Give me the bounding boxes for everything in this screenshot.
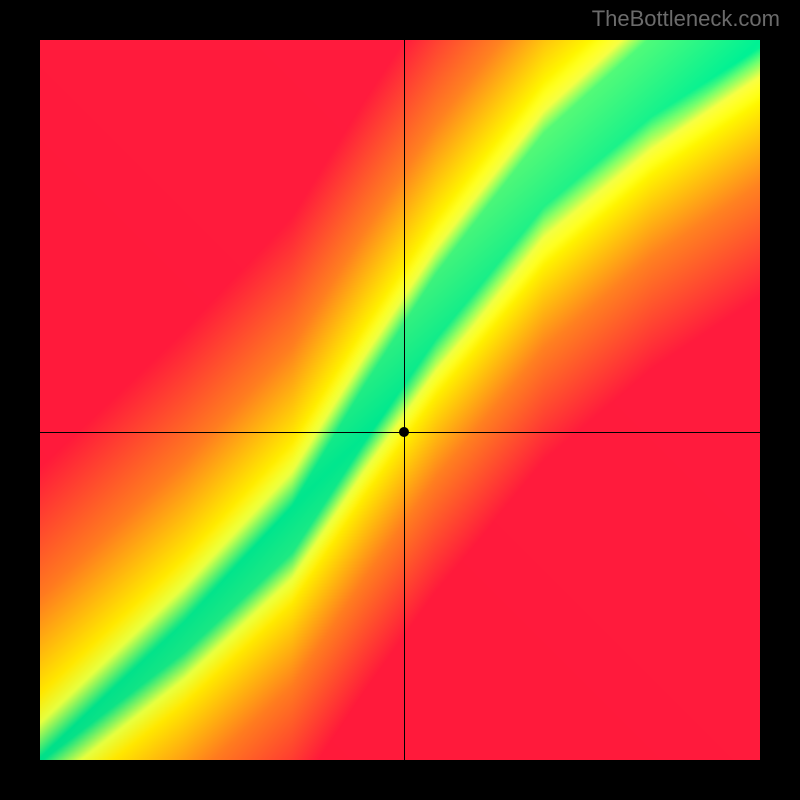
- bottleneck-heatmap: [40, 40, 760, 760]
- current-point-marker: [399, 427, 409, 437]
- crosshair-vertical: [404, 40, 405, 760]
- watermark: TheBottleneck.com: [592, 6, 780, 32]
- heatmap-canvas: [40, 40, 760, 760]
